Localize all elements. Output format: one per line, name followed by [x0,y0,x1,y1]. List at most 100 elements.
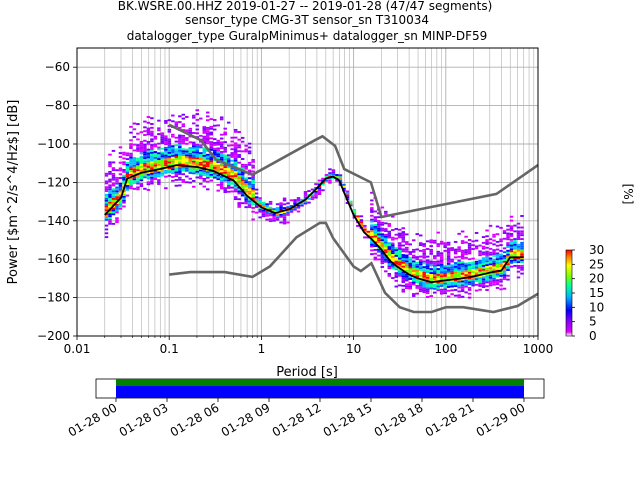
psd-cell [446,241,451,244]
psd-cell [387,242,392,245]
psd-cell [146,177,151,180]
psd-cell [202,141,207,144]
psd-cell [122,199,126,202]
psd-cell [401,279,406,282]
psd-cell [233,150,238,153]
psd-cell [495,225,500,228]
psd-cell [425,272,430,275]
psd-cell [192,172,196,175]
y-tick-label: −140 [37,214,70,228]
psd-cell [408,285,412,288]
psd-cell [387,244,392,247]
psd-cell [464,279,468,282]
psd-cell [157,146,161,149]
psd-cell [139,165,144,168]
psd-cell [247,190,252,193]
psd-cell [206,167,210,170]
psd-cell [129,143,133,146]
psd-cell [439,283,444,285]
psd-cell [488,265,493,268]
psd-cell [171,166,175,169]
psd-cell [178,167,182,170]
psd-cell [520,234,524,237]
psd-cell [485,235,489,238]
psd-cell [502,276,507,279]
psd-cell [363,236,367,239]
psd-cell [206,174,210,177]
psd-cell [349,204,353,207]
psd-cell [181,157,186,160]
psd-cell [195,168,200,171]
psd-cell [279,221,283,224]
psd-cell [377,225,381,228]
psd-cell [202,172,207,175]
psd-cell [495,271,500,274]
psd-cell [370,249,374,252]
psd-cell [251,187,255,190]
psd-cell [115,182,119,185]
psd-cell [233,184,238,187]
psd-cell [160,174,165,177]
psd-cell [467,242,472,245]
psd-cell [132,159,137,161]
psd-cell [352,208,357,211]
psd-cell [432,287,437,290]
psd-cell [143,130,147,133]
psd-cell [384,258,388,261]
psd-cell [143,176,147,179]
psd-cell [520,251,524,254]
psd-cell [240,140,245,143]
psd-cell [219,116,224,119]
psd-cell [506,245,510,248]
psd-cell [192,180,196,182]
psd-cell [230,175,234,178]
psd-cell [471,248,475,250]
psd-cell [384,241,388,244]
psd-cell [380,246,385,249]
psd-cell [391,263,395,266]
psd-cell [377,229,381,232]
psd-cell [373,239,378,242]
psd-cell [104,215,109,217]
psd-cell [261,215,266,218]
psd-cell [118,190,123,193]
psd-cell [384,251,388,254]
psd-cell [115,196,119,199]
psd-cell [520,247,524,250]
timeline-tick-label: 01-28 00 [66,400,120,439]
psd-cell [492,260,496,263]
psd-cell [209,137,213,140]
psd-cell [223,127,227,130]
psd-cell [363,226,367,229]
psd-cell [219,154,224,157]
psd-cell [380,258,385,261]
psd-cell [513,238,517,240]
psd-cell [275,218,280,221]
psd-cell [422,283,426,286]
psd-cell [233,128,238,131]
psd-cell [314,194,318,197]
psd-cell [398,284,402,287]
psd-cell [488,257,493,260]
psd-cell [181,134,186,137]
psd-cell [328,177,332,180]
psd-cell [251,203,255,206]
psd-cell [471,284,475,287]
psd-cell [436,271,440,274]
nhnm-line [168,123,539,219]
psd-cell [384,247,388,250]
psd-cell [139,175,144,178]
psd-cell [153,170,158,173]
psd-cell [104,174,109,177]
psd-cell [279,202,283,205]
psd-cell [282,212,287,215]
psd-cell [188,164,193,167]
psd-cell [516,226,521,229]
psd-cell [111,161,116,164]
psd-cell [125,175,130,178]
y-tick-label: −120 [37,175,70,189]
psd-cell [418,284,423,287]
psd-cell [219,162,224,165]
psd-cell [509,229,514,232]
psd-cell [492,251,496,254]
